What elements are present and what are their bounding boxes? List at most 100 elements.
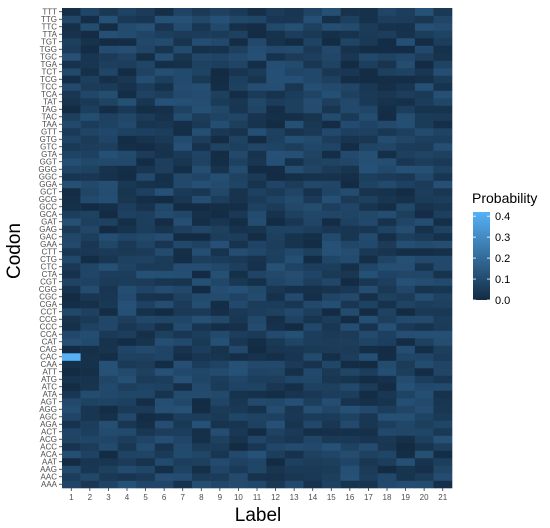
heatmap-cell (80, 188, 100, 196)
heatmap-cell (414, 353, 434, 361)
heatmap-cell (80, 315, 100, 324)
heatmap-cell (210, 413, 230, 421)
heatmap-cell (303, 68, 323, 76)
heatmap-cell (210, 120, 230, 129)
heatmap-cell (322, 435, 341, 444)
heatmap-cell (192, 315, 211, 324)
heatmap-cell (192, 345, 211, 354)
heatmap-cell (210, 308, 230, 316)
heatmap-cell (396, 293, 416, 301)
heatmap-cell (396, 248, 416, 256)
heatmap-cell (359, 360, 379, 369)
heatmap-cell (192, 53, 211, 61)
heatmap-cell (433, 428, 453, 436)
heatmap-cell (99, 45, 119, 54)
heatmap-cell (99, 8, 119, 16)
heatmap-cell (62, 353, 81, 361)
y-tick-label: TTG (41, 15, 57, 24)
heatmap-cell (359, 45, 379, 54)
heatmap-cell (414, 315, 434, 324)
y-tick-label: CCT (41, 308, 58, 317)
heatmap-cell (284, 75, 304, 84)
heatmap-cell (136, 158, 156, 166)
heatmap-cell (117, 98, 137, 106)
heatmap-cell (340, 285, 360, 294)
heatmap-cell (173, 195, 193, 204)
heatmap-cell (377, 218, 397, 226)
y-tick-label: GGC (39, 173, 57, 182)
y-tick-label: CGA (40, 300, 58, 309)
heatmap-cell (136, 105, 156, 114)
y-tick-label: GGA (39, 180, 57, 189)
heatmap-cell (117, 255, 137, 264)
heatmap-cell (359, 375, 379, 384)
heatmap-cell (136, 8, 156, 16)
heatmap-cell (173, 135, 193, 144)
heatmap-cell (284, 480, 304, 489)
heatmap-cell (192, 83, 211, 91)
heatmap-cell (229, 390, 249, 399)
heatmap-cell (99, 128, 119, 136)
heatmap-cell (154, 15, 174, 24)
heatmap-cell (229, 105, 249, 114)
heatmap-cell (433, 330, 453, 339)
heatmap-cell (377, 383, 397, 391)
heatmap-cell (80, 405, 100, 414)
heatmap-cell (62, 83, 81, 91)
heatmap-cell (136, 270, 156, 279)
heatmap-cell (377, 23, 397, 31)
heatmap-cell (192, 375, 211, 384)
heatmap-cell (414, 225, 434, 234)
heatmap-cell (80, 248, 100, 256)
heatmap-cell (80, 308, 100, 316)
heatmap-cell (266, 165, 286, 174)
heatmap-cell (210, 195, 230, 204)
heatmap-cell (117, 45, 137, 54)
y-tick-label: GAT (41, 218, 57, 227)
heatmap-cell (99, 15, 119, 24)
heatmap-cell (154, 360, 174, 369)
heatmap-cell (322, 465, 341, 474)
heatmap-cell (322, 225, 341, 234)
heatmap-cell (136, 428, 156, 436)
heatmap-cell (322, 45, 341, 54)
heatmap-cell (359, 458, 379, 466)
heatmap-cell (62, 248, 81, 256)
heatmap-cell (247, 233, 267, 241)
heatmap-cell (80, 203, 100, 211)
heatmap-cell (359, 53, 379, 61)
heatmap-cell (284, 450, 304, 459)
heatmap-cell (377, 263, 397, 271)
heatmap-cell (62, 345, 81, 354)
heatmap-cell (322, 105, 341, 114)
heatmap-cell (210, 180, 230, 189)
heatmap-cell (396, 128, 416, 136)
heatmap-cell (192, 143, 211, 151)
heatmap-cell (284, 263, 304, 271)
heatmap-cell (229, 300, 249, 309)
heatmap-cell (99, 83, 119, 91)
heatmap-cell (359, 473, 379, 481)
heatmap-cell (80, 413, 100, 421)
heatmap-cell (154, 248, 174, 256)
heatmap-cell (284, 135, 304, 144)
heatmap-cell (359, 315, 379, 324)
heatmap-cell (322, 255, 341, 264)
heatmap-cell (359, 323, 379, 331)
heatmap-cell (359, 345, 379, 354)
heatmap-cell (173, 390, 193, 399)
heatmap-cell (173, 428, 193, 436)
heatmap-cell (192, 270, 211, 279)
heatmap-cell (340, 458, 360, 466)
y-tick-label: CCC (40, 323, 58, 332)
heatmap-cell (322, 218, 341, 226)
heatmap-cell (62, 300, 81, 309)
heatmap-cell (377, 68, 397, 76)
heatmap-cell (359, 285, 379, 294)
heatmap-cell (80, 165, 100, 174)
heatmap-cell (154, 120, 174, 129)
heatmap-cell (303, 98, 323, 106)
heatmap-cell (303, 38, 323, 46)
heatmap-cell (173, 210, 193, 219)
heatmap-cell (99, 428, 119, 436)
